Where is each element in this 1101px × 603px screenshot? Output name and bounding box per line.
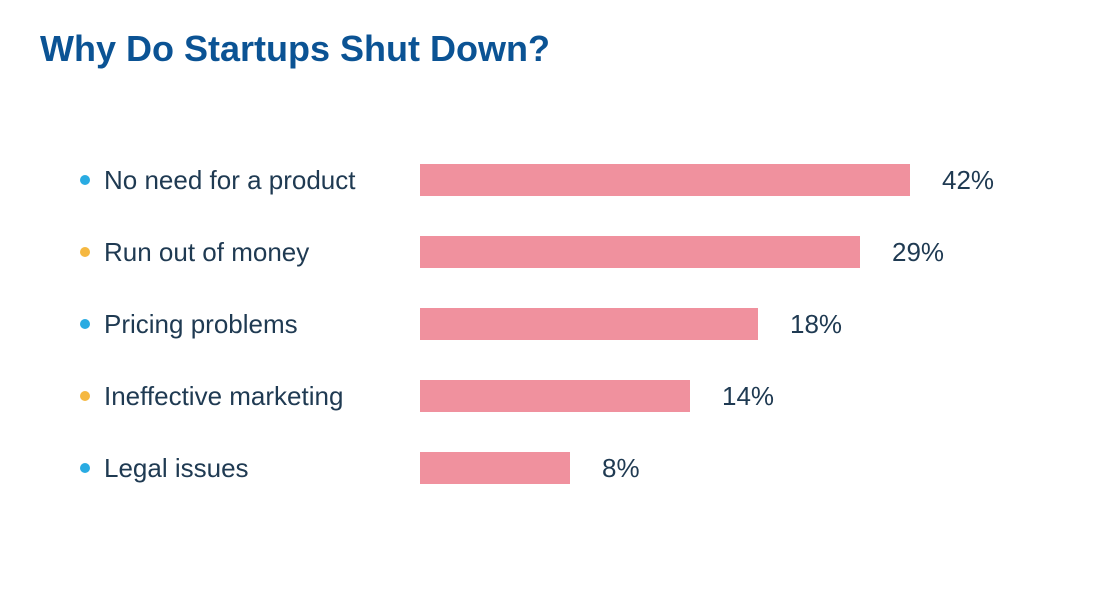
bar xyxy=(420,308,758,340)
row-label: No need for a product xyxy=(104,165,356,196)
row-label: Run out of money xyxy=(104,237,309,268)
bar-value: 14% xyxy=(722,381,774,412)
bar-value: 18% xyxy=(790,309,842,340)
bar-container: 42% xyxy=(420,164,1061,196)
bar-row: Pricing problems 18% xyxy=(80,304,1061,344)
bar-container: 29% xyxy=(420,236,1061,268)
row-label: Pricing problems xyxy=(104,309,298,340)
bar-value: 8% xyxy=(602,453,640,484)
bar-container: 8% xyxy=(420,452,1061,484)
bar-container: 18% xyxy=(420,308,1061,340)
bar-chart: No need for a product 42% Run out of mon… xyxy=(80,160,1061,520)
bar xyxy=(420,380,690,412)
bullet-icon xyxy=(80,175,90,185)
row-label: Legal issues xyxy=(104,453,249,484)
bullet-icon xyxy=(80,391,90,401)
bullet-icon xyxy=(80,319,90,329)
bullet-icon xyxy=(80,463,90,473)
bar xyxy=(420,236,860,268)
row-label-group: Ineffective marketing xyxy=(80,381,420,412)
bar-value: 29% xyxy=(892,237,944,268)
bar-value: 42% xyxy=(942,165,994,196)
bar-row: Ineffective marketing 14% xyxy=(80,376,1061,416)
bar-row: No need for a product 42% xyxy=(80,160,1061,200)
row-label-group: Run out of money xyxy=(80,237,420,268)
row-label: Ineffective marketing xyxy=(104,381,343,412)
chart-title: Why Do Startups Shut Down? xyxy=(40,28,550,70)
bullet-icon xyxy=(80,247,90,257)
bar xyxy=(420,452,570,484)
bar-row: Legal issues 8% xyxy=(80,448,1061,488)
row-label-group: Legal issues xyxy=(80,453,420,484)
bar-row: Run out of money 29% xyxy=(80,232,1061,272)
row-label-group: No need for a product xyxy=(80,165,420,196)
bar xyxy=(420,164,910,196)
bar-container: 14% xyxy=(420,380,1061,412)
row-label-group: Pricing problems xyxy=(80,309,420,340)
